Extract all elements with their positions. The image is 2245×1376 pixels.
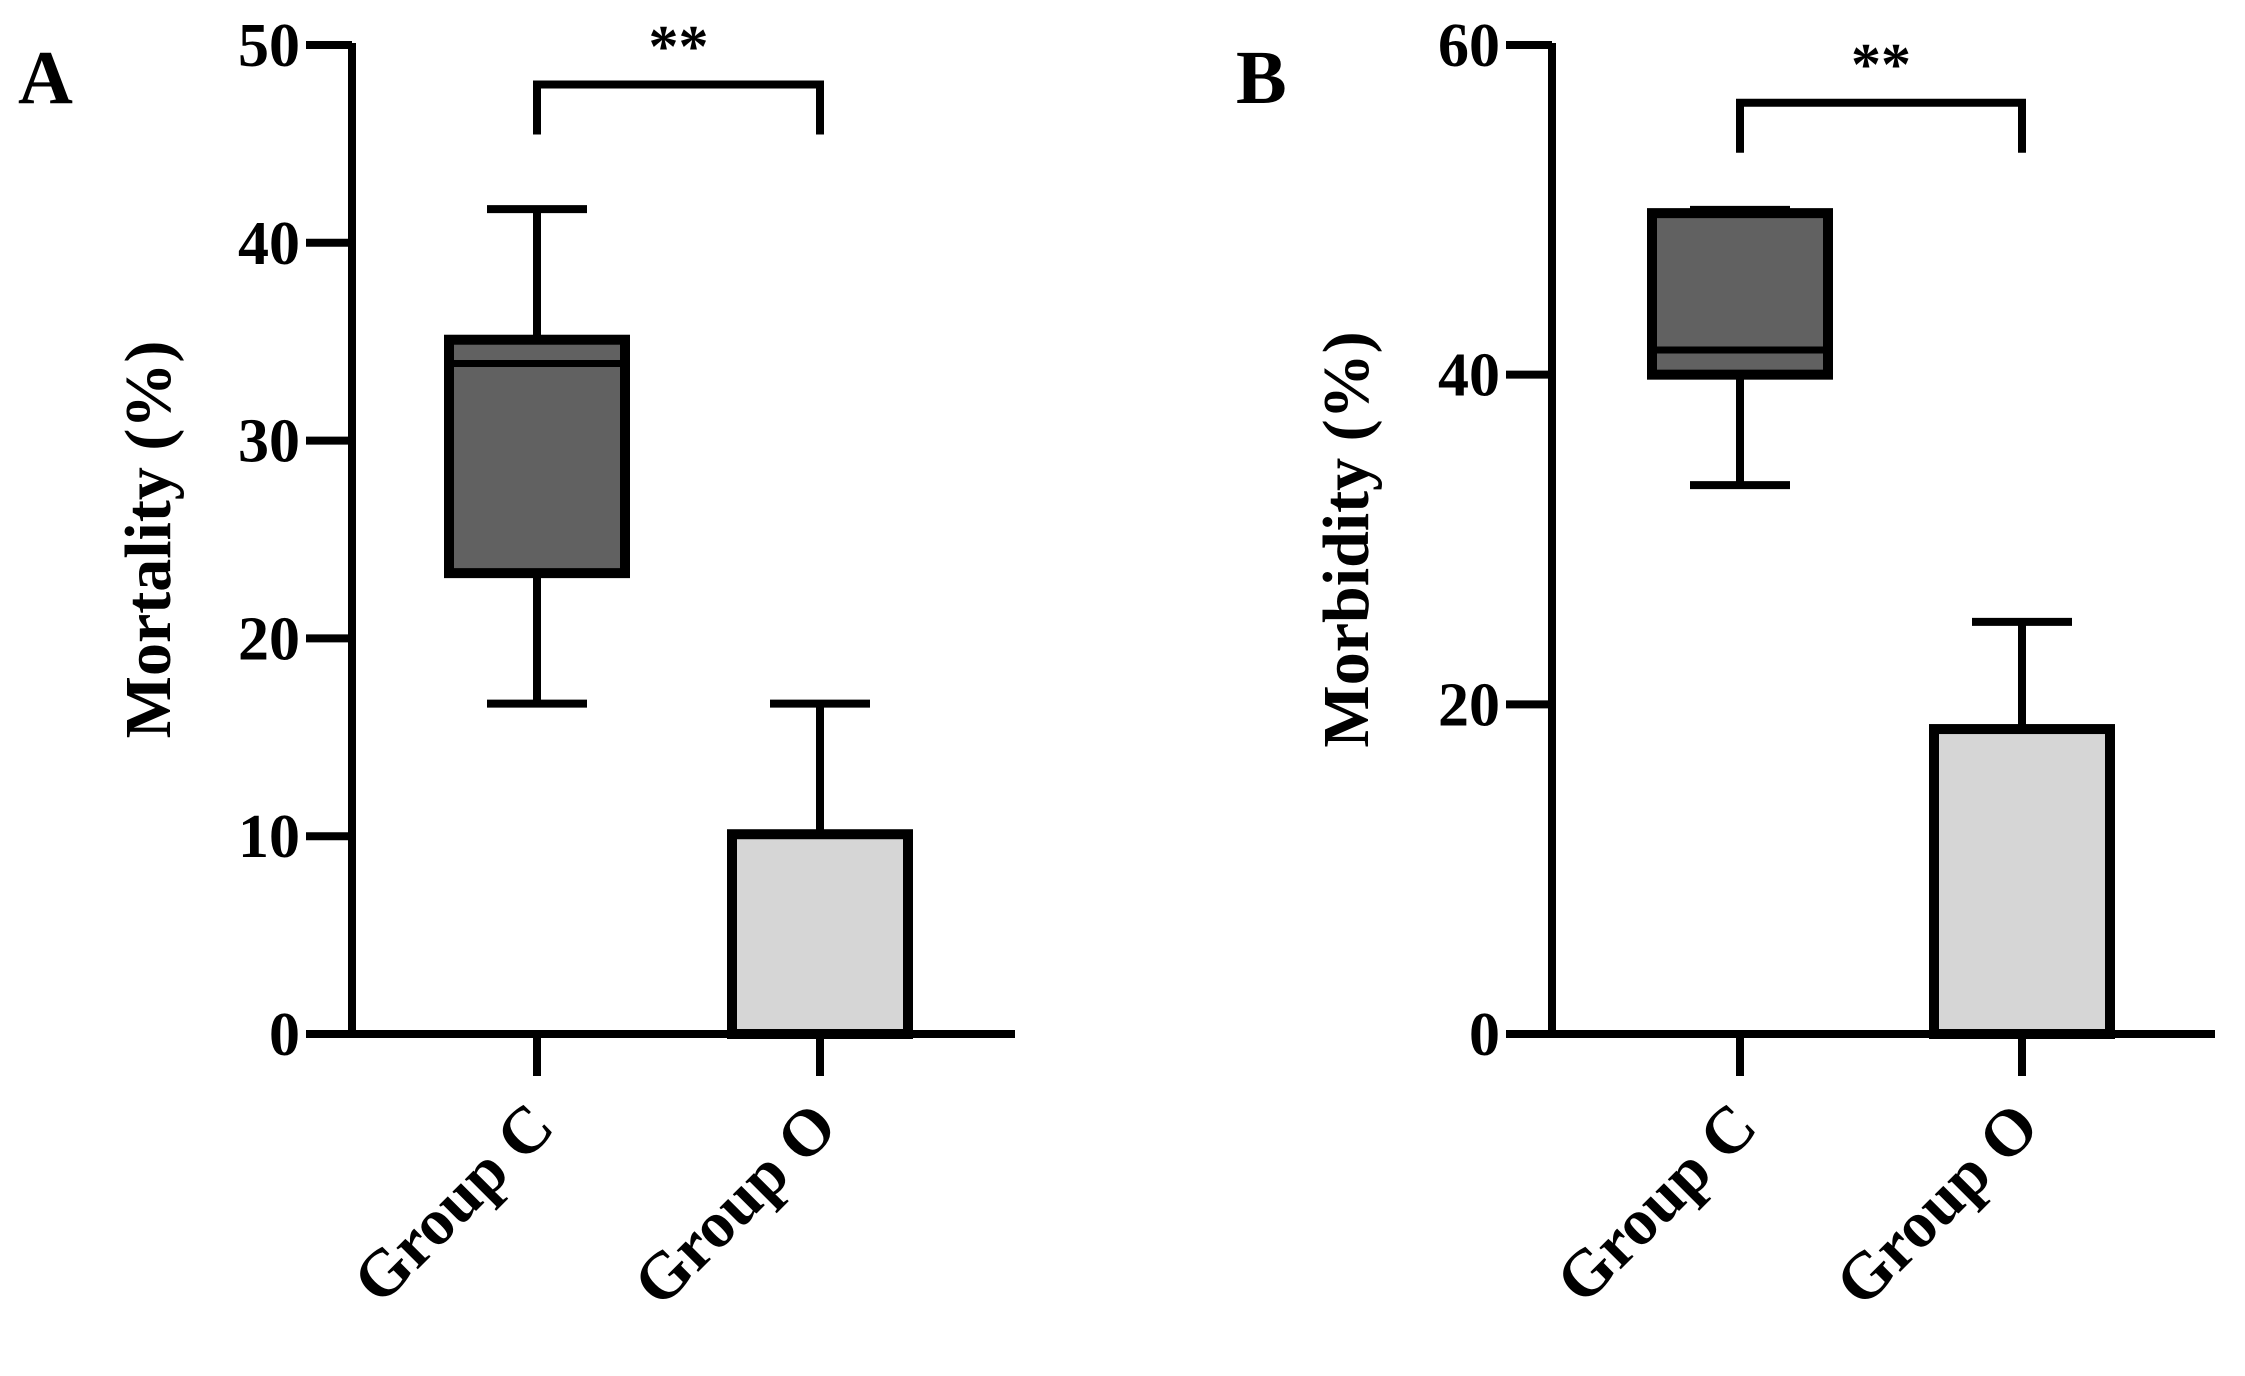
y-tick-label: 50 [238, 12, 300, 80]
x-tick-label: Group O [620, 1089, 851, 1320]
panel-label: A [18, 36, 73, 120]
y-tick-label: 40 [238, 210, 300, 278]
box-group-c [444, 205, 630, 708]
box-group-o [1929, 617, 2115, 1040]
box-iqr [1929, 724, 2115, 1040]
y-tick-label: 40 [1438, 342, 1500, 410]
y-tick-label: 30 [238, 408, 300, 476]
box-iqr [727, 829, 913, 1039]
panel-label: B [1236, 36, 1287, 120]
significance-bracket [1736, 98, 2026, 153]
x-tick-label: Group O [1822, 1089, 2053, 1320]
y-tick-label: 60 [1438, 12, 1500, 80]
y-axis-title: Mortality (%) [112, 341, 185, 739]
y-tick-label: 20 [238, 605, 300, 673]
significance-label: ** [649, 14, 709, 80]
panel-b-chart: 0 20 40 60 B Morbidity (%) Group C Group O ** [1236, 12, 2215, 1320]
x-tick-label: Group C [1542, 1089, 1770, 1317]
panel-a-chart: 0 10 20 30 40 50 A Mortality (%) Group C Group O *… [18, 12, 1015, 1320]
significance-bracket [533, 80, 824, 135]
y-tick-label: 0 [1469, 1001, 1500, 1069]
box-group-c [1647, 205, 1833, 490]
significance-label: ** [1851, 32, 1911, 98]
y-tick-label: 10 [238, 803, 300, 871]
y-tick-label: 20 [1438, 671, 1500, 739]
box-group-o [727, 699, 913, 1039]
y-tick-label: 0 [269, 1001, 300, 1069]
x-tick-label: Group C [339, 1089, 567, 1317]
y-axis-title: Morbidity (%) [1310, 331, 1383, 747]
box-iqr [444, 334, 630, 579]
